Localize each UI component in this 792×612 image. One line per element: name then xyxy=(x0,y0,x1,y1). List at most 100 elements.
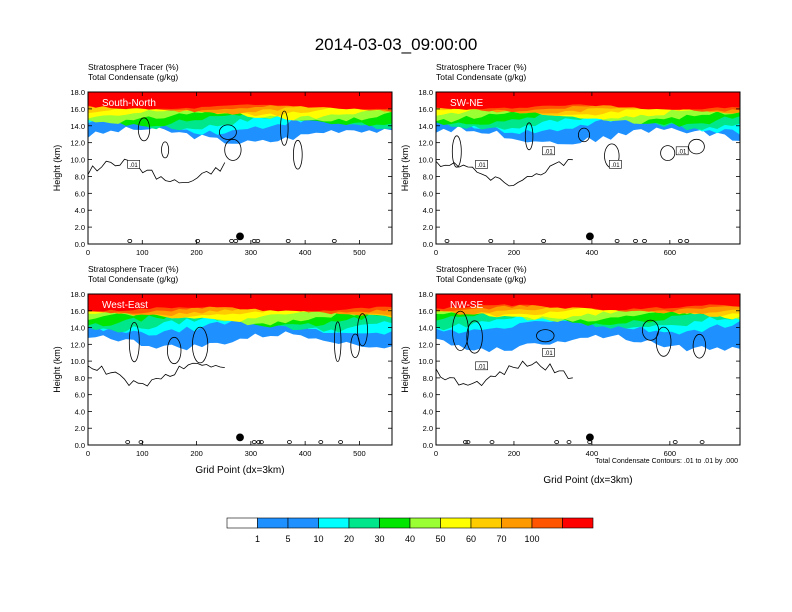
x-tick-label: 0 xyxy=(434,248,438,257)
contour-blob xyxy=(236,232,244,241)
contour-label-box xyxy=(475,160,488,169)
panel-title-line2: Total Condensate (g/kg) xyxy=(88,274,178,284)
colorbar-label: 1 xyxy=(255,534,260,544)
colorbar-label: 10 xyxy=(313,534,323,544)
contour-label: .01 xyxy=(477,364,486,370)
panel-label: West-East xyxy=(102,300,148,311)
colorbar: 1 5 10 20 30 40 50 60 70 100 xyxy=(226,517,594,544)
contour-line xyxy=(350,333,361,359)
y-tick-label: 4.0 xyxy=(423,407,433,416)
contour-line xyxy=(451,310,469,351)
contour-label: .01 xyxy=(678,149,687,155)
y-tick-label: 8.0 xyxy=(75,172,85,181)
contour-line xyxy=(614,238,620,243)
y-tick-label: 0.0 xyxy=(423,240,433,249)
contour-line xyxy=(536,329,555,343)
contour-line xyxy=(161,141,170,159)
contour-line xyxy=(436,159,573,187)
y-tick-label: 2.0 xyxy=(423,223,433,232)
x-tick-label: 500 xyxy=(353,449,366,458)
y-tick-label: 14.0 xyxy=(70,324,85,333)
condensate-contours xyxy=(436,310,707,445)
colorbar-swatch xyxy=(348,517,380,529)
y-tick-label: 4.0 xyxy=(75,206,85,215)
colorbar-swatch xyxy=(531,517,563,529)
contour-line xyxy=(672,440,678,445)
panels: Stratosphere Tracer (%)Total Condensate … xyxy=(52,62,741,486)
contour-label: .01 xyxy=(544,351,553,357)
contour-line xyxy=(578,127,591,143)
contour-line xyxy=(285,238,291,243)
y-axis-label: Height (km) xyxy=(52,346,62,393)
panel-west-east: Stratosphere Tracer (%)Total Condensate … xyxy=(52,264,393,476)
panel-label: South-North xyxy=(102,98,156,109)
colorbar-swatch xyxy=(440,517,472,529)
colorbar-swatch xyxy=(562,517,594,529)
contour-line xyxy=(128,321,140,363)
panel-title-line2: Total Condensate (g/kg) xyxy=(436,72,526,82)
colorbar-swatch xyxy=(501,517,533,529)
colorbar-swatch xyxy=(318,517,350,529)
x-tick-label: 0 xyxy=(86,449,90,458)
contour-line xyxy=(642,238,647,243)
x-tick-label: 600 xyxy=(664,248,677,257)
x-axis-label: Grid Point (dx=3km) xyxy=(543,475,632,486)
contour-line xyxy=(229,238,235,243)
colorbar-swatch xyxy=(409,517,441,529)
contour-blob xyxy=(236,433,244,442)
panel-south-north: Stratosphere Tracer (%)Total Condensate … xyxy=(52,62,393,257)
figure-title: 2014-03-03_09:00:00 xyxy=(315,35,478,54)
contour-line xyxy=(554,440,560,445)
contour-line xyxy=(462,440,468,445)
contour-line xyxy=(655,326,672,357)
x-tick-label: 100 xyxy=(136,248,149,257)
plot-frame xyxy=(435,91,741,245)
y-tick-label: 4.0 xyxy=(75,407,85,416)
y-tick-label: 6.0 xyxy=(75,391,85,400)
x-tick-label: 300 xyxy=(245,449,258,458)
contour-line xyxy=(633,238,638,243)
condensate-contours xyxy=(88,110,337,243)
contour-line xyxy=(166,336,182,365)
y-tick-label: 18.0 xyxy=(418,88,433,97)
y-tick-label: 16.0 xyxy=(418,105,433,114)
y-tick-label: 2.0 xyxy=(75,223,85,232)
contour-line xyxy=(125,440,131,445)
contour-line xyxy=(88,362,225,387)
y-tick-label: 16.0 xyxy=(418,307,433,316)
panel-title-line1: Stratosphere Tracer (%) xyxy=(88,264,179,274)
contour-line xyxy=(127,238,133,243)
y-tick-label: 0.0 xyxy=(75,240,85,249)
colorbar-swatch xyxy=(470,517,502,529)
tracer-fill xyxy=(436,92,740,244)
y-tick-label: 12.0 xyxy=(418,139,433,148)
colorbar-label: 60 xyxy=(466,534,476,544)
contour-line xyxy=(451,135,462,168)
x-tick-label: 0 xyxy=(434,449,438,458)
x-tick-label: 400 xyxy=(586,449,599,458)
contour-line xyxy=(138,440,144,445)
plot-frame xyxy=(87,293,393,446)
y-tick-label: 12.0 xyxy=(70,340,85,349)
y-tick-label: 8.0 xyxy=(423,172,433,181)
contour-line xyxy=(280,110,289,146)
y-axis-label: Height (km) xyxy=(52,145,62,192)
y-tick-label: 18.0 xyxy=(70,290,85,299)
contour-line xyxy=(660,145,676,162)
contour-line xyxy=(688,138,705,155)
y-tick-label: 12.0 xyxy=(418,340,433,349)
contour-line xyxy=(224,138,242,161)
x-axis-label: Grid Point (dx=3km) xyxy=(195,465,284,476)
x-tick-label: 300 xyxy=(245,248,258,257)
x-tick-label: 100 xyxy=(136,449,149,458)
y-tick-label: 10.0 xyxy=(70,357,85,366)
panel-label: NW-SE xyxy=(450,300,483,311)
contour-line xyxy=(541,238,546,243)
contour-blob xyxy=(586,232,594,241)
contour-line xyxy=(137,117,151,142)
panel-title-line1: Stratosphere Tracer (%) xyxy=(436,62,527,72)
panel-title-line2: Total Condensate (g/kg) xyxy=(436,274,526,284)
panel-sw-ne: Stratosphere Tracer (%)Total Condensate … xyxy=(400,62,741,257)
contour-label-box xyxy=(609,160,622,169)
